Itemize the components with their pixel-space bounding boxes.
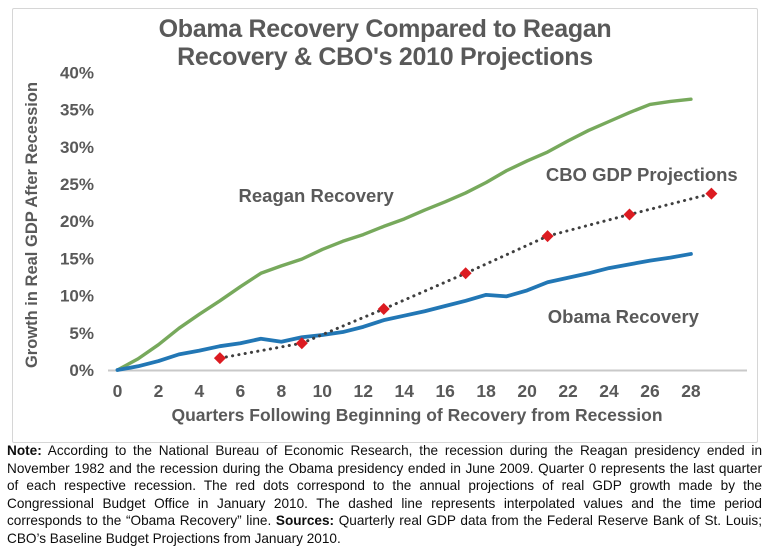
cbo-diamond-marker	[541, 230, 554, 243]
series-label-reagan-recovery: Reagan Recovery	[239, 185, 395, 206]
sources-label: Sources:	[275, 513, 335, 528]
series-label-obama-recovery: Obama Recovery	[548, 306, 700, 327]
x-tick-label: 24	[599, 381, 619, 401]
x-tick-label: 20	[517, 381, 537, 401]
note-text: According to the National Bureau of Econ…	[7, 443, 762, 528]
y-tick-label: 35%	[60, 101, 94, 120]
x-tick-label: 28	[681, 381, 701, 401]
x-tick-label: 2	[154, 381, 164, 401]
reagan-recovery-line	[115, 97, 693, 372]
x-tick-label: 12	[354, 381, 374, 401]
chart-title: Obama Recovery Compared to Reagan Recove…	[13, 15, 757, 71]
series-label-cbo-gdp-projections: CBO GDP Projections	[546, 164, 738, 185]
recovery-comparison-chart: 0%5%10%15%20%25%30%35%40%0 2 4 6 8 10 12 14 16 18…	[23, 63, 747, 425]
x-tick-label: 14	[394, 381, 414, 401]
chart-card: 0% 5% 10% 15% 20% 25% 30% 35% 40% 0 2 4 6 8 10 12 14 16 18…	[12, 8, 758, 443]
chart-title-line-1: Obama Recovery Compared to Reagan	[158, 15, 612, 43]
cbo-diamond-marker	[459, 267, 472, 280]
cbo-diamond-marker	[623, 208, 636, 221]
cbo-diamond-marker	[295, 337, 308, 350]
y-axis-labels: 0% 5% 10% 15% 20% 25% 30% 35% 40%	[60, 63, 94, 380]
footnote: Note: According to the National Bureau o…	[7, 442, 762, 547]
y-tick-label: 20%	[60, 212, 94, 231]
obama-recovery-line	[115, 252, 693, 372]
cbo-diamond-marker	[705, 187, 718, 200]
x-tick-label: 18	[476, 381, 496, 401]
x-tick-label: 4	[195, 381, 205, 401]
y-axis-title: Growth in Real GDP After Recession	[23, 82, 41, 368]
cbo-diamond-marker	[213, 352, 226, 365]
y-tick-label: 30%	[60, 138, 94, 157]
x-tick-label: 8	[276, 381, 286, 401]
x-axis-title: Quarters Following Beginning of Recovery…	[171, 405, 662, 425]
y-tick-label: 40%	[60, 63, 94, 82]
x-tick-label: 10	[313, 381, 333, 401]
x-tick-label: 16	[435, 381, 455, 401]
x-tick-label: 22	[558, 381, 578, 401]
x-tick-label: 6	[236, 381, 246, 401]
cbo-projection-markers	[213, 187, 718, 365]
y-tick-label: 25%	[60, 175, 94, 194]
cbo-diamond-marker	[377, 302, 390, 315]
chart-title-line-2: Recovery & CBO's 2010 Projections	[177, 43, 593, 71]
note-label: Note:	[7, 443, 42, 458]
x-tick-label: 26	[640, 381, 660, 401]
x-axis-labels: 0 2 4 6 8 10 12 14 16 18 20 22 24 26 28	[113, 381, 701, 401]
y-tick-label: 5%	[69, 324, 94, 343]
x-tick-label: 0	[113, 381, 123, 401]
y-tick-label: 15%	[60, 249, 94, 268]
y-tick-label: 0%	[69, 361, 94, 380]
y-tick-label: 10%	[60, 287, 94, 306]
